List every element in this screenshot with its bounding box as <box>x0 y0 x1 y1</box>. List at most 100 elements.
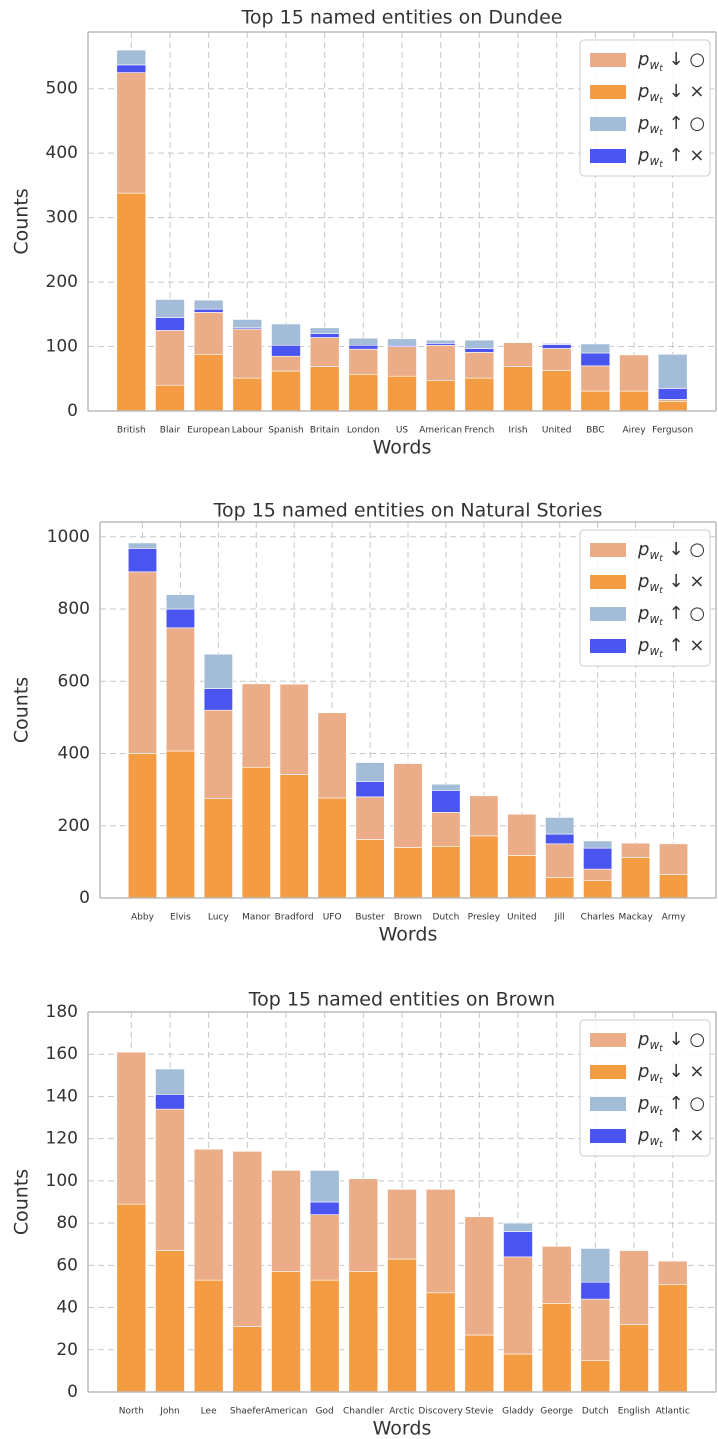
y-tick-label: 40 <box>56 1298 78 1318</box>
bar-segment <box>165 608 195 629</box>
y-axis-label: Counts <box>11 188 33 254</box>
bar-segment <box>309 1201 340 1215</box>
bar-segment <box>309 333 340 338</box>
legend-label: pwt ↑ ○ <box>637 113 705 138</box>
bar-segment <box>203 653 233 689</box>
x-tick-label: American <box>419 426 462 436</box>
x-tick-label: Labour <box>232 426 263 436</box>
x-tick-label: Mackay <box>619 913 654 923</box>
bar-segment <box>271 344 301 357</box>
bar-segment <box>241 683 271 768</box>
x-axis-label: Words <box>379 924 438 946</box>
bar-segment <box>271 323 301 346</box>
bar-segment <box>464 377 495 412</box>
bar-segment <box>116 1051 147 1205</box>
bar-segment <box>621 857 651 899</box>
bar-segment <box>203 798 233 899</box>
legend-swatch <box>590 85 626 99</box>
bar-segment <box>621 842 651 858</box>
x-tick-label: Presley <box>468 913 501 923</box>
bar-segment <box>355 762 385 782</box>
legend-swatch <box>590 1129 626 1143</box>
x-tick-label: Shaefer <box>230 1407 265 1417</box>
legend-swatch <box>590 607 626 621</box>
x-tick-label: Bradford <box>275 913 314 923</box>
bar-segment <box>232 328 263 379</box>
legend-label: pwt ↓ ○ <box>637 1029 705 1054</box>
legend-box <box>579 1019 711 1157</box>
bar-segment <box>657 1260 688 1285</box>
bar-segment <box>309 337 340 367</box>
x-tick-label: Jill <box>554 913 565 923</box>
bar-segment <box>193 308 224 313</box>
x-tick-label: God <box>316 1407 334 1417</box>
bar-segment <box>393 847 423 899</box>
bar-segment <box>541 1246 572 1304</box>
bar-segment <box>425 344 456 382</box>
legend-label: pwt ↓ ○ <box>637 49 705 74</box>
bar-segment <box>507 855 537 899</box>
bar-segment <box>355 839 385 899</box>
bar-segment <box>580 1360 611 1393</box>
bar-segment <box>580 352 611 367</box>
x-tick-label: George <box>540 1407 573 1417</box>
bar-segment <box>580 365 611 392</box>
x-tick-label: Lucy <box>208 913 230 923</box>
y-tick-label: 800 <box>58 599 90 619</box>
y-tick-label: 200 <box>46 272 78 292</box>
x-tick-label: Dutch <box>433 913 460 923</box>
bar-segment <box>431 812 461 847</box>
x-axis-label: Words <box>373 1418 432 1439</box>
x-tick-label: Spanish <box>268 426 304 436</box>
bar-segment <box>541 370 572 412</box>
bar-segment <box>116 49 147 66</box>
bar-segment <box>387 375 417 412</box>
bar-segment <box>271 355 301 372</box>
legend-swatch <box>590 543 626 557</box>
bar-segment <box>503 1222 533 1232</box>
bar-segment <box>309 1279 340 1393</box>
x-tick-label: Blair <box>160 426 181 436</box>
y-tick-label: 400 <box>58 744 90 764</box>
bar-segment <box>541 348 572 371</box>
bar-segment <box>165 627 195 752</box>
bar-segment <box>193 1279 224 1393</box>
bar-segment <box>580 1248 611 1283</box>
chart-title: Top 15 named entities on Brown <box>248 989 555 1011</box>
bar-segment <box>545 843 575 878</box>
bar-segment <box>503 1231 533 1258</box>
bar-segment <box>165 750 195 899</box>
x-tick-label: Irish <box>508 426 527 436</box>
bar-segment <box>507 813 537 856</box>
bar-segment <box>580 1298 611 1361</box>
bar-segment <box>583 868 613 881</box>
bar-segment <box>464 339 495 349</box>
x-tick-label: Britain <box>310 426 340 436</box>
y-tick-label: 1000 <box>47 527 90 547</box>
y-tick-label: 180 <box>46 1002 78 1022</box>
bar-segment <box>203 709 233 799</box>
bar-segment <box>155 384 185 412</box>
bar-segment <box>155 1094 185 1110</box>
bar-segment <box>658 874 689 899</box>
bar-segment <box>425 1189 456 1294</box>
legend-swatch <box>590 1065 626 1079</box>
y-tick-label: 0 <box>67 401 78 421</box>
y-tick-label: 80 <box>56 1213 78 1233</box>
bar-segment <box>387 346 417 377</box>
bar-segment <box>127 548 158 573</box>
bar-segment <box>464 348 495 353</box>
bar-segment <box>348 348 379 375</box>
legend-box <box>579 39 711 177</box>
y-tick-label: 160 <box>46 1044 78 1064</box>
bar-segment <box>464 1216 495 1336</box>
legend-box <box>579 529 711 667</box>
bar-segment <box>464 352 495 379</box>
bar-segment <box>657 1284 688 1393</box>
x-tick-label: US <box>396 426 409 436</box>
x-tick-label: United <box>542 426 572 436</box>
bar-segment <box>271 370 301 412</box>
x-tick-label: United <box>507 913 537 923</box>
x-tick-label: British <box>117 426 146 436</box>
chart: Top 15 named entities on Brown 0 20 40 60 80 1… <box>11 989 717 1439</box>
